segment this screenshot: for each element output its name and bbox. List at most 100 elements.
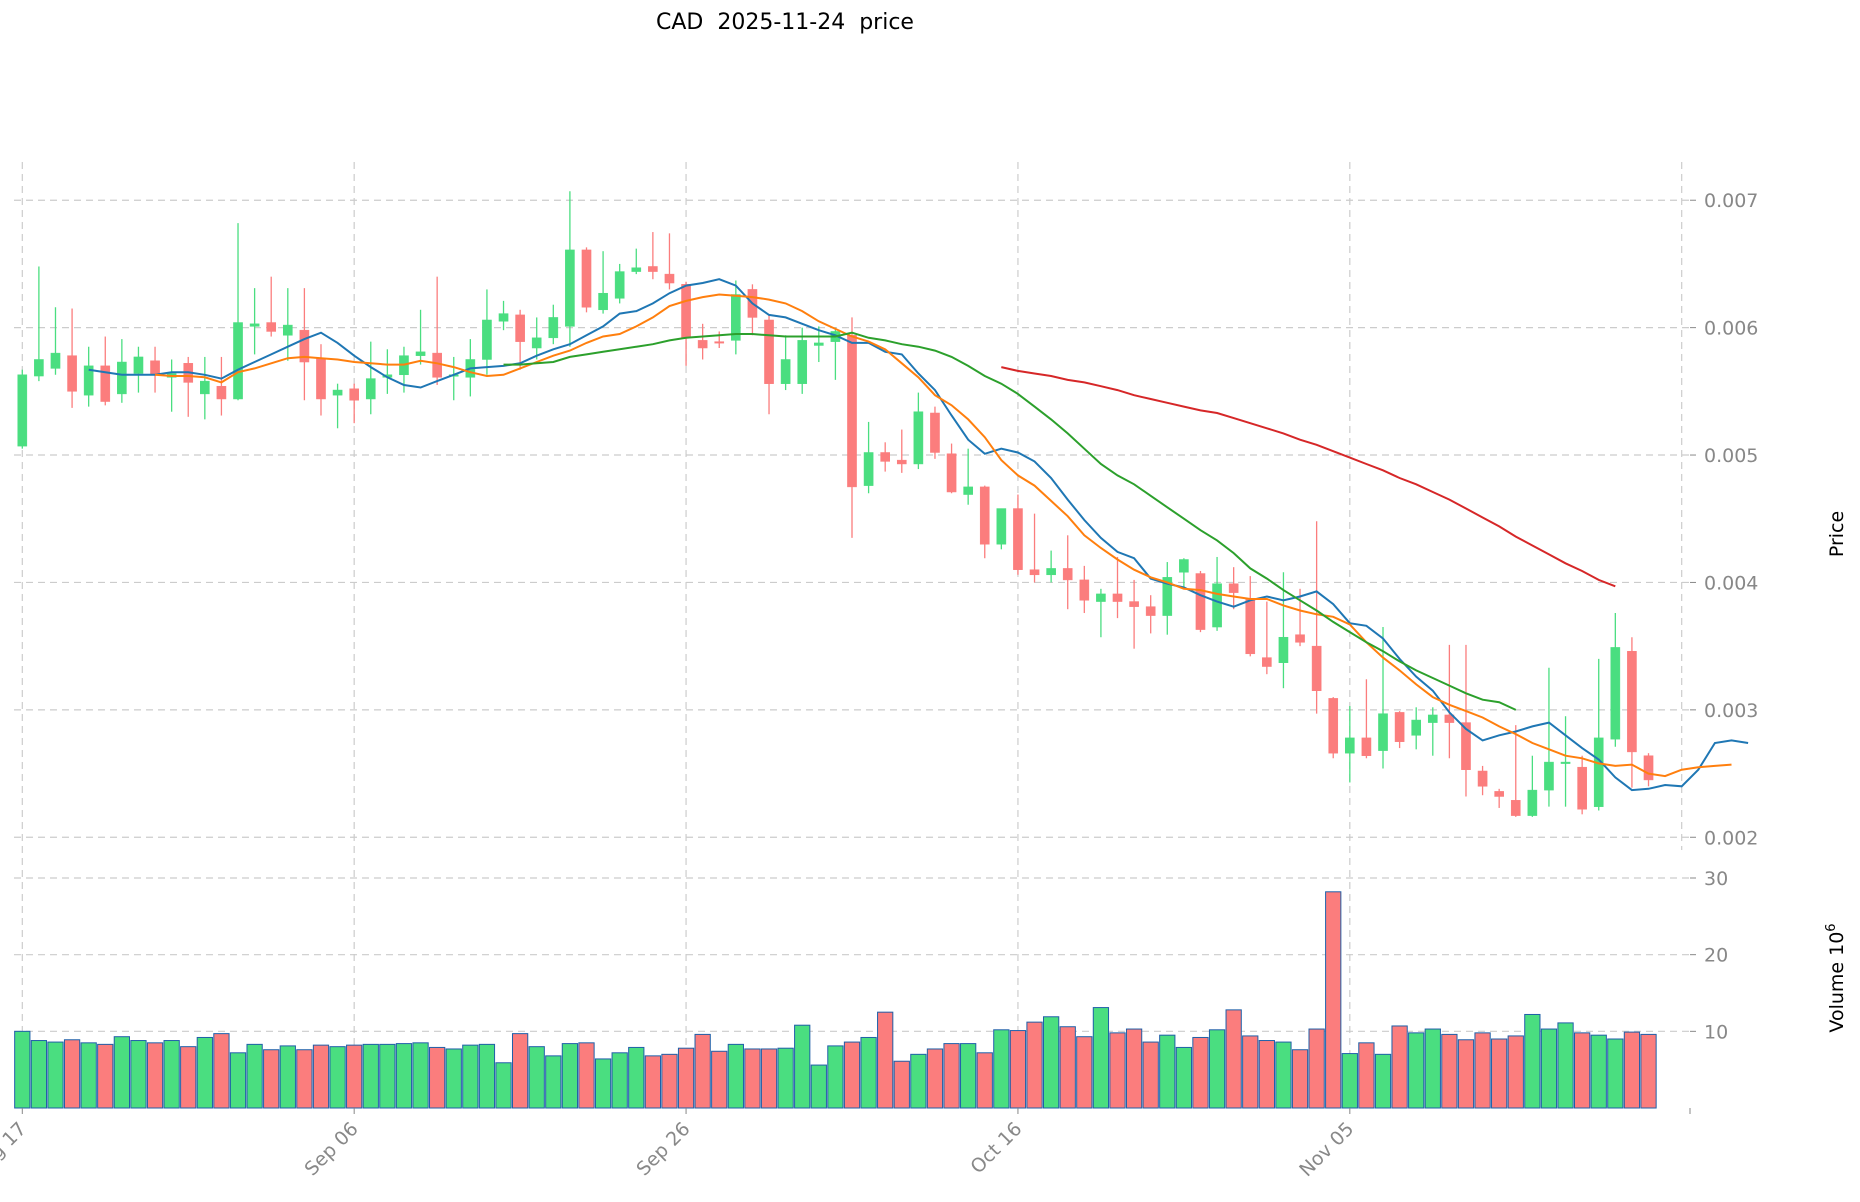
price-tick-label: 0.003 — [1704, 700, 1758, 722]
candle-body — [598, 292, 608, 311]
candle-body — [415, 351, 426, 356]
volume-bar — [528, 1046, 545, 1109]
volume-bar — [1325, 891, 1342, 1109]
price-axis-label: Price — [1826, 511, 1848, 557]
volume-bar — [130, 1040, 147, 1109]
volume-bar — [1092, 1007, 1110, 1109]
x-tick-label: Sep 26 — [632, 1118, 694, 1180]
volume-bar — [744, 1048, 761, 1109]
candle-body — [531, 337, 542, 349]
volume-bar — [611, 1052, 628, 1109]
volume-bar — [628, 1046, 645, 1109]
candle-body — [216, 385, 227, 400]
candle-body — [34, 359, 44, 377]
volume-bar — [960, 1043, 977, 1109]
candle-body — [349, 388, 359, 401]
x-tick-label: Sep 06 — [300, 1118, 362, 1180]
volume-bar — [462, 1044, 479, 1109]
candle-body — [133, 356, 144, 374]
candle-body — [100, 365, 111, 402]
candle-body — [117, 361, 127, 395]
candle-body — [1079, 579, 1090, 601]
candle-body — [1627, 650, 1637, 753]
candle-body — [1212, 583, 1222, 628]
volume-bar — [412, 1042, 429, 1109]
candle-body — [880, 452, 891, 462]
candle-body — [813, 342, 824, 346]
title-field: price — [859, 10, 914, 35]
volume-bar — [677, 1047, 695, 1109]
volume-bar — [694, 1033, 711, 1109]
price-tick-label: 0.007 — [1704, 190, 1758, 212]
price-tick-label: 0.002 — [1704, 827, 1758, 849]
volume-bar — [661, 1053, 678, 1109]
ma-mid-line — [154, 293, 1732, 778]
candle-body — [1361, 737, 1372, 756]
volume-bar — [1225, 1009, 1242, 1109]
volume-bar — [1142, 1041, 1159, 1109]
candle-body — [1494, 791, 1504, 797]
volume-bar — [976, 1052, 993, 1109]
volume-bar — [1275, 1041, 1292, 1109]
volume-bar — [163, 1040, 180, 1109]
candle-body — [1378, 713, 1388, 751]
gridlines — [14, 162, 1690, 1108]
candle-body — [67, 355, 77, 392]
volume-bar — [1474, 1032, 1491, 1109]
candle-body — [1029, 569, 1040, 576]
candle-body — [581, 249, 592, 308]
candle-body — [1046, 568, 1056, 576]
candle-body — [1129, 601, 1139, 607]
ma-xlong-line — [1001, 366, 1616, 588]
volume-bar — [1042, 1016, 1060, 1109]
candle-body — [1527, 789, 1538, 816]
volume-bar — [1059, 1026, 1076, 1109]
candle-body — [1096, 593, 1106, 602]
candle-body — [780, 359, 791, 384]
volume-bar — [346, 1044, 363, 1109]
candle-body — [1345, 737, 1355, 754]
volume-bar — [1607, 1038, 1624, 1109]
volume-bar — [1524, 1013, 1541, 1109]
volume-bar — [495, 1062, 512, 1109]
candle-body — [1544, 761, 1554, 791]
volume-bars — [14, 891, 1657, 1109]
volume-bar — [1026, 1021, 1043, 1109]
candle-body — [764, 319, 774, 384]
x-tick-label: Aug 17 — [0, 1118, 31, 1181]
candle-body — [332, 389, 343, 396]
volume-bar — [63, 1039, 81, 1109]
candle-body — [1278, 636, 1289, 663]
volume-bar — [943, 1043, 960, 1109]
volume-bar — [1557, 1022, 1574, 1109]
candle-body — [1262, 657, 1272, 667]
volume-bar — [1491, 1038, 1508, 1109]
volume-bar — [1291, 1049, 1309, 1109]
volume-bar — [860, 1036, 877, 1109]
candle-body — [482, 319, 492, 360]
candle-body — [498, 313, 509, 322]
volume-bar — [1424, 1028, 1441, 1109]
volume-bar — [727, 1043, 744, 1109]
candle-body — [1411, 719, 1422, 736]
candle-body — [1577, 766, 1587, 810]
candle-body — [266, 322, 277, 332]
candle-body — [681, 284, 691, 339]
volume-bar — [445, 1048, 462, 1109]
candle-body — [1610, 647, 1621, 740]
volume-bar — [312, 1044, 330, 1109]
volume-bar — [14, 1030, 31, 1109]
volume-bar — [1623, 1031, 1641, 1109]
candle-body — [614, 271, 625, 299]
candle-body — [896, 459, 907, 465]
candle-body — [316, 357, 326, 400]
candle-body — [200, 380, 210, 395]
volume-bar — [827, 1045, 844, 1109]
volume-bar — [296, 1049, 313, 1109]
price-tick-label: 0.004 — [1704, 572, 1758, 594]
volume-bar — [711, 1050, 728, 1109]
volume-bar — [993, 1029, 1010, 1109]
volume-bar — [180, 1046, 197, 1109]
candle-body — [1179, 559, 1189, 573]
